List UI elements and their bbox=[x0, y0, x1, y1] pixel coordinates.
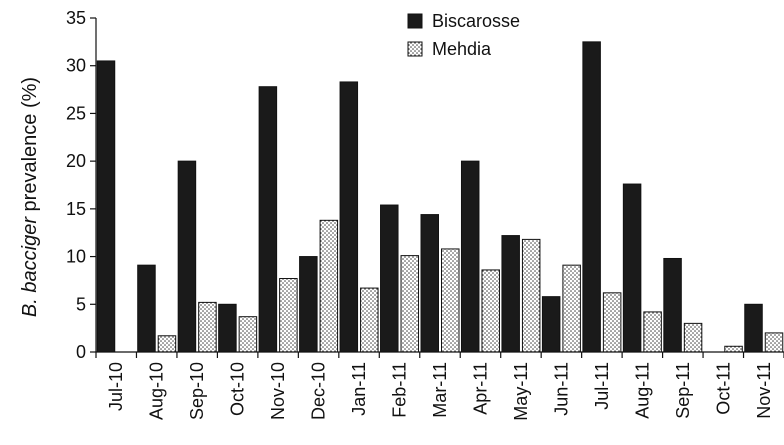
y-tick-label: 5 bbox=[76, 294, 86, 314]
bar-biscarosse-jun-11 bbox=[542, 297, 560, 352]
bar-biscarosse-feb-11 bbox=[381, 205, 399, 352]
bar-biscarosse-apr-11 bbox=[461, 161, 479, 352]
x-tick-label: Jan-11 bbox=[349, 362, 369, 416]
x-tick-label: Oct-11 bbox=[713, 362, 733, 415]
bar-biscarosse-jul-11 bbox=[583, 42, 601, 352]
bar-mehdia-jul-11 bbox=[603, 293, 621, 352]
bar-biscarosse-jan-11 bbox=[340, 82, 358, 352]
bar-biscarosse-nov-11 bbox=[745, 304, 763, 352]
bar-mehdia-nov-11 bbox=[765, 333, 783, 352]
bar-biscarosse-oct-10 bbox=[219, 304, 237, 352]
x-tick-label: Aug-10 bbox=[147, 362, 167, 420]
bar-mehdia-may-11 bbox=[522, 239, 540, 352]
bar-mehdia-nov-10 bbox=[280, 279, 298, 352]
bar-mehdia-sep-11 bbox=[684, 323, 702, 352]
y-tick-label: 15 bbox=[66, 199, 86, 219]
x-tick-label: Sep-11 bbox=[673, 362, 693, 419]
bars-group bbox=[97, 42, 783, 352]
bar-mehdia-dec-10 bbox=[320, 220, 338, 352]
bar-mehdia-aug-11 bbox=[644, 312, 662, 352]
bar-mehdia-feb-11 bbox=[401, 256, 419, 352]
bar-biscarosse-aug-11 bbox=[623, 184, 641, 352]
x-axis: Jul-10 Aug-10 Sep-10 Oct-10 Nov-10 Dec-10 Jan-… bbox=[96, 352, 784, 421]
x-tick-label: Nov-10 bbox=[268, 362, 288, 420]
bar-biscarosse-sep-10 bbox=[178, 161, 196, 352]
y-tick-label: 25 bbox=[66, 103, 86, 123]
bar-biscarosse-jul-10 bbox=[97, 61, 115, 352]
x-tick-label: Jun-11 bbox=[551, 362, 571, 416]
bar-biscarosse-nov-10 bbox=[259, 87, 277, 352]
y-axis-title-species: B. bacciger bbox=[19, 216, 41, 317]
bar-mehdia-apr-11 bbox=[482, 270, 500, 352]
bar-mehdia-sep-10 bbox=[199, 302, 217, 352]
legend: Biscarosse Mehdia bbox=[408, 11, 520, 59]
y-tick-label: 0 bbox=[76, 342, 86, 362]
y-tick-label: 10 bbox=[66, 247, 86, 267]
bar-mehdia-mar-11 bbox=[442, 249, 460, 352]
legend-label-biscarosse: Biscarosse bbox=[432, 11, 520, 31]
y-tick-label: 20 bbox=[66, 151, 86, 171]
y-axis-title: B. bacciger prevalence (%) bbox=[19, 77, 41, 317]
bar-mehdia-oct-11 bbox=[725, 346, 743, 352]
bar-mehdia-jun-11 bbox=[563, 265, 581, 352]
legend-swatch-mehdia bbox=[408, 42, 422, 56]
bar-mehdia-oct-10 bbox=[239, 317, 257, 352]
y-tick-label: 30 bbox=[66, 56, 86, 76]
bar-biscarosse-may-11 bbox=[502, 236, 520, 352]
x-tick-label: Jul-10 bbox=[106, 362, 126, 411]
bar-biscarosse-aug-10 bbox=[138, 265, 156, 352]
x-tick-label: Mar-11 bbox=[430, 362, 450, 418]
y-tick-label: 35 bbox=[66, 8, 86, 28]
y-axis-title-unit: prevalence (%) bbox=[19, 77, 41, 217]
x-tick-label: May-11 bbox=[511, 362, 531, 421]
legend-label-mehdia: Mehdia bbox=[432, 39, 492, 59]
x-tick-label: Apr-11 bbox=[470, 362, 490, 415]
bar-biscarosse-mar-11 bbox=[421, 215, 439, 352]
x-tick-label: Sep-10 bbox=[187, 362, 207, 420]
y-axis: 0 5 10 15 20 25 30 35 bbox=[66, 8, 96, 362]
bar-mehdia-aug-10 bbox=[158, 336, 176, 352]
x-tick-label: Feb-11 bbox=[390, 362, 410, 418]
bar-biscarosse-sep-11 bbox=[664, 258, 682, 352]
bar-mehdia-jan-11 bbox=[361, 288, 379, 352]
x-tick-label: Nov-11 bbox=[754, 362, 774, 419]
bar-biscarosse-dec-10 bbox=[300, 257, 318, 352]
x-tick-label: Jul-11 bbox=[592, 362, 612, 410]
x-tick-label: Oct-10 bbox=[228, 362, 248, 416]
x-tick-label: Aug-11 bbox=[632, 362, 652, 419]
legend-swatch-biscarosse bbox=[408, 14, 422, 28]
x-tick-label: Dec-10 bbox=[309, 362, 329, 420]
